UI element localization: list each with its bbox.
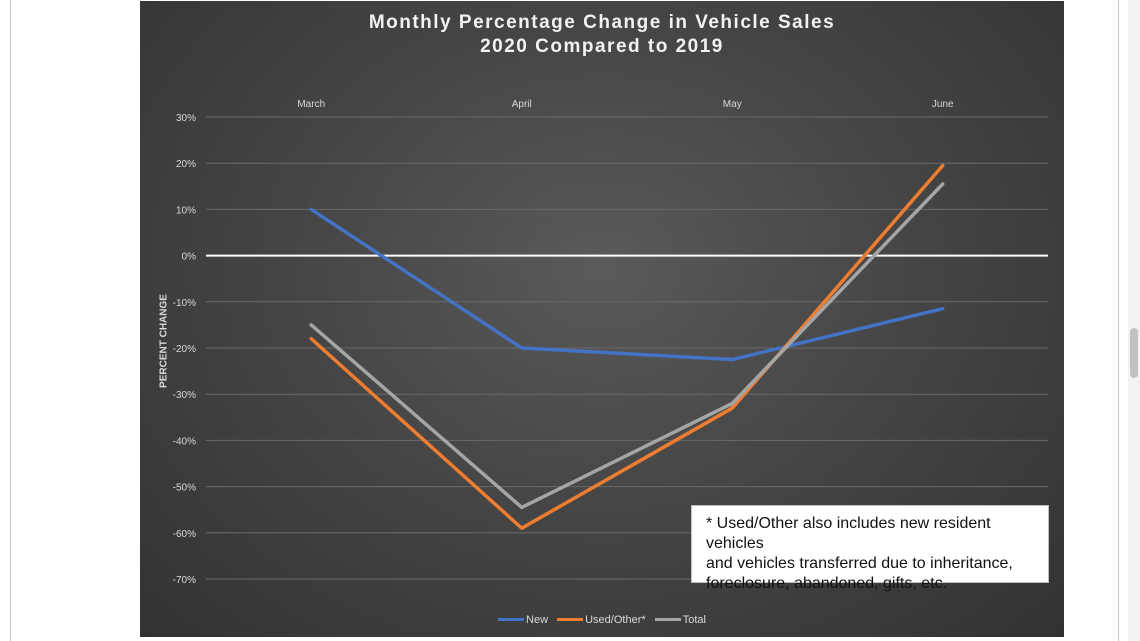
annotation-line-1: * Used/Other also includes new resident …	[706, 515, 991, 552]
annotation-line-2: and vehicles transferred due to inherita…	[706, 555, 1013, 572]
legend-item-total: Total	[654, 613, 706, 626]
series-line-new	[309, 207, 945, 362]
y-tick-label: 30%	[176, 113, 196, 124]
y-tick-label: -10%	[173, 298, 196, 309]
y-tick-label: -30%	[173, 390, 196, 401]
legend-item-used-other: Used/Other*	[557, 614, 646, 626]
x-category-label: March	[297, 99, 325, 110]
annotation-line-3: foreclosure, abandoned, gifts, etc.	[706, 575, 948, 592]
series-line-total	[309, 182, 945, 510]
legend-swatch-used-other	[557, 618, 584, 621]
legend-swatch-total	[654, 618, 681, 621]
y-tick-label: -70%	[173, 575, 196, 586]
page-margin-left	[0, 0, 11, 641]
legend-label-total: Total	[682, 613, 706, 626]
chart-legend: New Used/Other* Total	[140, 612, 1064, 626]
page-margin-right	[1118, 0, 1129, 641]
chart-subtitle: 2020 Compared to 2019	[480, 36, 724, 57]
x-category-label: April	[512, 99, 532, 110]
y-tick-label: 10%	[176, 205, 196, 216]
vertical-scrollbar[interactable]	[1128, 0, 1140, 641]
series-line-used-other	[309, 163, 945, 530]
chart-title: Monthly Percentage Change in Vehicle Sal…	[368, 12, 836, 33]
legend-swatch-new	[498, 618, 525, 621]
y-tick-label: 20%	[176, 159, 196, 170]
x-category-label: May	[723, 99, 742, 110]
chart-plot-area: 30% 20% 10% 0% -10% -20% -30% -40% -50% -60% -70% M…	[173, 99, 1048, 586]
annotation-box: * Used/Other also includes new resident …	[691, 505, 1049, 592]
y-tick-label: -50%	[173, 483, 196, 494]
x-category-label: June	[932, 99, 954, 110]
y-axis-title: PERCENT CHANGE	[158, 294, 170, 388]
legend-label-used-other: Used/Other*	[585, 613, 646, 626]
y-tick-label: -60%	[173, 529, 196, 540]
legend-item-new: New	[498, 614, 548, 626]
y-tick-label: 0%	[182, 252, 197, 263]
scrollbar-thumb[interactable]	[1130, 328, 1138, 378]
chart-panel: Monthly Percentage Change in Vehicle Sal…	[140, 1, 1064, 637]
chart-title-block: Monthly Percentage Change in Vehicle Sal…	[140, 11, 1064, 59]
y-tick-label: -40%	[173, 436, 196, 447]
legend-label-new: New	[526, 613, 549, 626]
y-tick-label: -20%	[173, 344, 196, 355]
